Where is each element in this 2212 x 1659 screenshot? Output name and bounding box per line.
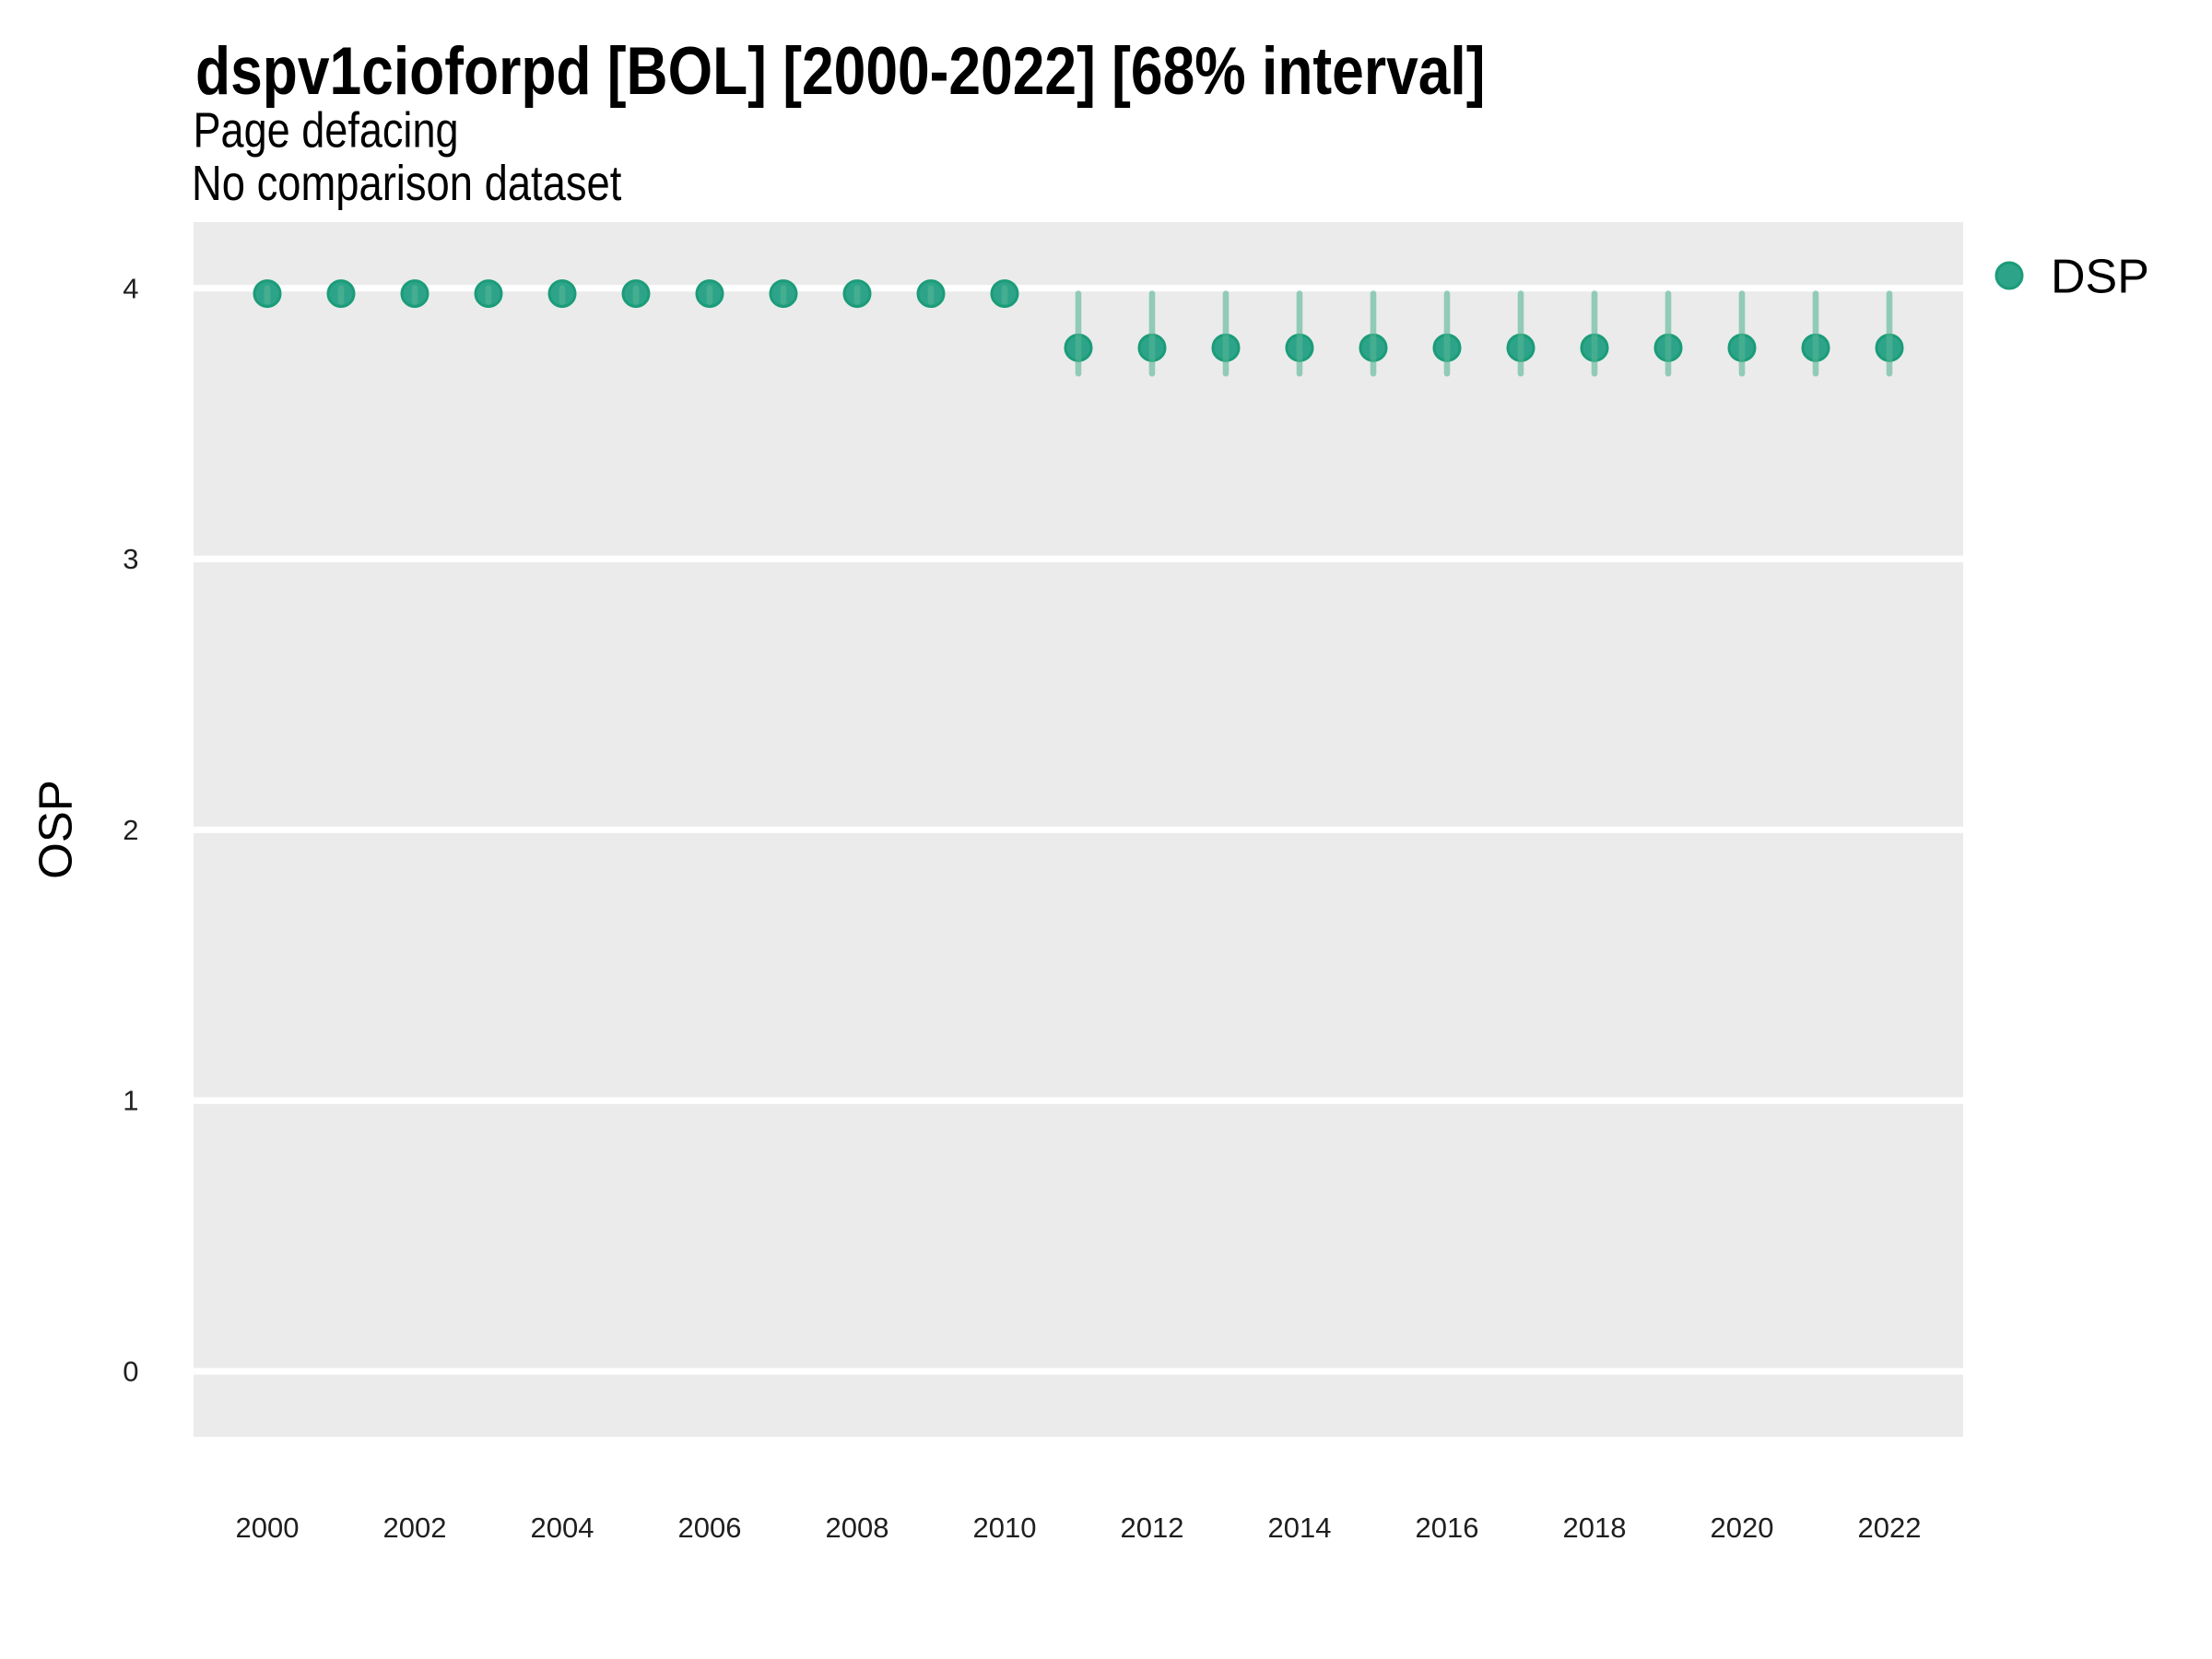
chart-title: dspv1cioforpd [BOL] [2000-2022] [68% int… (195, 34, 1486, 109)
y-tick-label-0: 0 (123, 1356, 138, 1388)
x-tick-label-2016: 2016 (1416, 1512, 1479, 1544)
x-tick-label-2004: 2004 (531, 1512, 594, 1544)
y-axis-title: OSP (29, 780, 82, 879)
chart-subtitle-note: No comparison dataset (192, 155, 622, 211)
y-tick-label-3: 3 (123, 543, 138, 575)
legend: DSP (1994, 250, 2149, 303)
series-errorbars (264, 285, 1893, 377)
x-tick-label-2018: 2018 (1563, 1512, 1627, 1544)
x-axis-tick-labels: 2000 2002 2004 2006 2008 2010 2012 2014 2016 2018… (236, 1512, 1922, 1544)
x-tick-label-2002: 2002 (383, 1512, 447, 1544)
y-tick-label-2: 2 (123, 814, 138, 846)
x-tick-label-2008: 2008 (826, 1512, 889, 1544)
x-tick-label-2006: 2006 (678, 1512, 742, 1544)
y-tick-label-4: 4 (123, 272, 138, 304)
x-tick-label-2010: 2010 (973, 1512, 1037, 1544)
x-tick-label-2000: 2000 (236, 1512, 300, 1544)
x-tick-label-2014: 2014 (1268, 1512, 1332, 1544)
legend-label: DSP (2051, 250, 2149, 303)
y-axis-tick-labels: 0 1 2 3 4 (123, 272, 138, 1387)
legend-point-icon (1994, 261, 2024, 290)
x-tick-label-2020: 2020 (1711, 1512, 1774, 1544)
x-tick-label-2022: 2022 (1858, 1512, 1922, 1544)
chart-subtitle: Page defacing (194, 102, 459, 159)
y-tick-label-1: 1 (123, 1085, 138, 1117)
x-tick-label-2012: 2012 (1121, 1512, 1184, 1544)
